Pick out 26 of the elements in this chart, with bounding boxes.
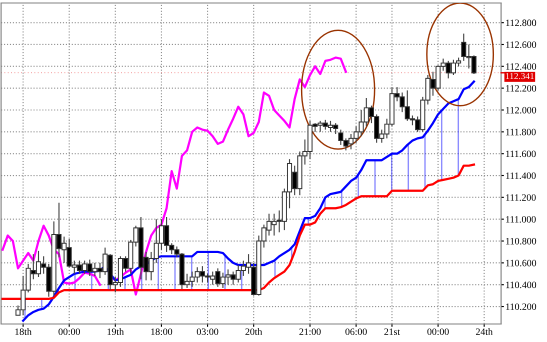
y-tick-label: 111.200	[506, 194, 536, 201]
y-tick-label: 110.400	[506, 282, 536, 288]
y-tick-label: 112.800	[506, 20, 536, 26]
y-tick-label: 111.400	[506, 172, 536, 180]
x-tick-label: 21:00	[299, 328, 321, 336]
x-tick-label: 18th	[15, 328, 32, 336]
y-tick-label: 112.600	[506, 41, 536, 48]
y-tick-label: 111.600	[506, 150, 536, 158]
y-tick-label: 110.200	[506, 303, 536, 310]
x-tick-label: 06:00	[345, 328, 367, 336]
x-tick-label: 20th	[245, 328, 262, 336]
ref-line-label: 112.341	[506, 73, 534, 80]
y-tick-label: 110.800	[506, 238, 536, 245]
x-tick-label: 24th	[476, 328, 493, 336]
x-tick-label: 00:00	[427, 328, 449, 336]
y-tick-label: 112.000	[506, 106, 536, 114]
y-tick-label: 112.400	[506, 63, 536, 70]
x-tick-label: 00:00	[58, 328, 80, 336]
x-tick-label: 18:00	[151, 328, 172, 336]
x-tick-label: 03:00	[196, 328, 218, 336]
y-tick-label: 111.000	[506, 216, 536, 223]
y-tick-label: 110.600	[506, 260, 536, 266]
x-tick-label: 19th	[108, 328, 124, 336]
y-tick-label: 111.800	[506, 128, 536, 136]
x-tick-label: 21st	[384, 328, 400, 336]
y-tick-label: 112.200	[506, 85, 536, 92]
